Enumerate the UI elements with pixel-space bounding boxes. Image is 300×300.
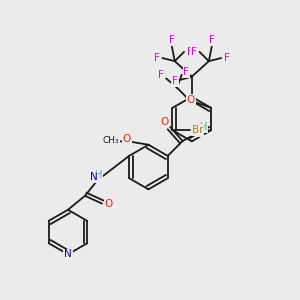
Text: N: N	[64, 249, 72, 259]
Text: F: F	[158, 70, 164, 80]
Text: F: F	[169, 35, 175, 45]
Text: Br: Br	[191, 125, 203, 135]
Text: O: O	[160, 117, 168, 128]
Text: F: F	[191, 47, 197, 57]
Text: F: F	[172, 76, 178, 86]
Text: F: F	[154, 53, 160, 63]
Text: O: O	[105, 199, 113, 208]
Text: F: F	[224, 53, 230, 63]
Text: H: H	[95, 170, 103, 180]
Text: H: H	[200, 122, 207, 132]
Text: N: N	[90, 172, 98, 182]
Text: O: O	[187, 95, 195, 105]
Text: F: F	[183, 67, 189, 77]
Text: F: F	[187, 47, 193, 57]
Text: F: F	[209, 35, 215, 45]
Text: O: O	[123, 134, 131, 143]
Text: N: N	[196, 126, 203, 136]
Text: CH₃: CH₃	[103, 136, 120, 145]
